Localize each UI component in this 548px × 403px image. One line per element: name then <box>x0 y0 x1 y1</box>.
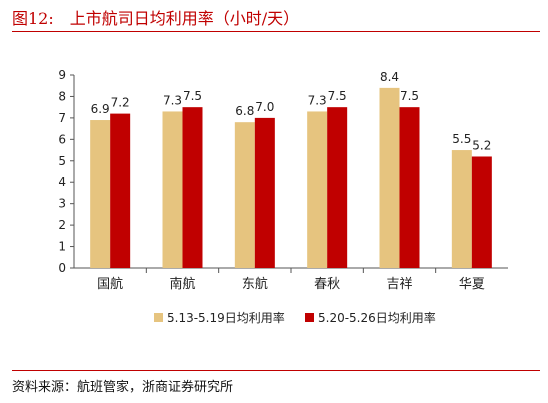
data-label: 7.0 <box>255 100 274 114</box>
data-label: 7.3 <box>163 93 182 107</box>
data-label: 5.2 <box>472 138 491 152</box>
footer-rule <box>12 370 540 371</box>
data-label: 5.5 <box>452 132 471 146</box>
y-tick-label: 4 <box>58 175 66 189</box>
header-rule <box>12 31 540 32</box>
x-tick-label: 南航 <box>169 276 195 292</box>
y-tick-label: 6 <box>58 132 66 146</box>
figure-header: 图12: 上市航司日均利用率（小时/天） <box>12 4 299 30</box>
y-tick-label: 8 <box>58 89 66 103</box>
y-tick-label: 9 <box>58 68 66 82</box>
x-tick-label: 吉祥 <box>386 277 412 292</box>
y-tick-label: 0 <box>58 261 66 275</box>
source-note: 资料来源：航班管家，浙商证券研究所 <box>12 380 234 395</box>
legend-swatch <box>305 313 314 322</box>
legend-label: 5.20-5.26日均利用率 <box>318 310 436 325</box>
legend-label: 5.13-5.19日均利用率 <box>167 310 285 325</box>
y-tick-label: 1 <box>58 240 66 254</box>
data-label: 7.3 <box>308 93 327 107</box>
data-label: 6.9 <box>91 102 110 116</box>
x-tick-label: 华夏 <box>459 277 485 292</box>
y-tick-label: 5 <box>58 154 66 168</box>
figure-number: 图12: <box>12 9 54 28</box>
bar <box>254 117 275 268</box>
bar <box>451 150 472 268</box>
bar <box>399 107 420 269</box>
bar <box>234 122 255 268</box>
bar <box>182 107 203 269</box>
data-label: 7.5 <box>328 89 347 103</box>
data-label: 6.8 <box>235 104 254 118</box>
y-tick-label: 2 <box>58 218 66 232</box>
legend-swatch <box>154 313 163 322</box>
bar <box>307 111 328 268</box>
bar <box>90 120 111 269</box>
bar <box>379 87 400 268</box>
bar <box>110 113 131 268</box>
x-tick-label: 春秋 <box>314 277 340 292</box>
y-tick-label: 7 <box>58 111 66 125</box>
bar <box>471 156 492 268</box>
bar <box>327 107 348 269</box>
x-tick-label: 国航 <box>97 276 123 292</box>
x-tick-label: 东航 <box>242 276 268 292</box>
data-label: 7.5 <box>400 89 419 103</box>
data-label: 7.2 <box>111 96 130 110</box>
data-label: 8.4 <box>380 70 399 84</box>
figure-title: 上市航司日均利用率（小时/天） <box>69 9 300 28</box>
bar <box>162 111 183 268</box>
data-label: 7.5 <box>183 89 202 103</box>
y-tick-label: 3 <box>58 197 66 211</box>
